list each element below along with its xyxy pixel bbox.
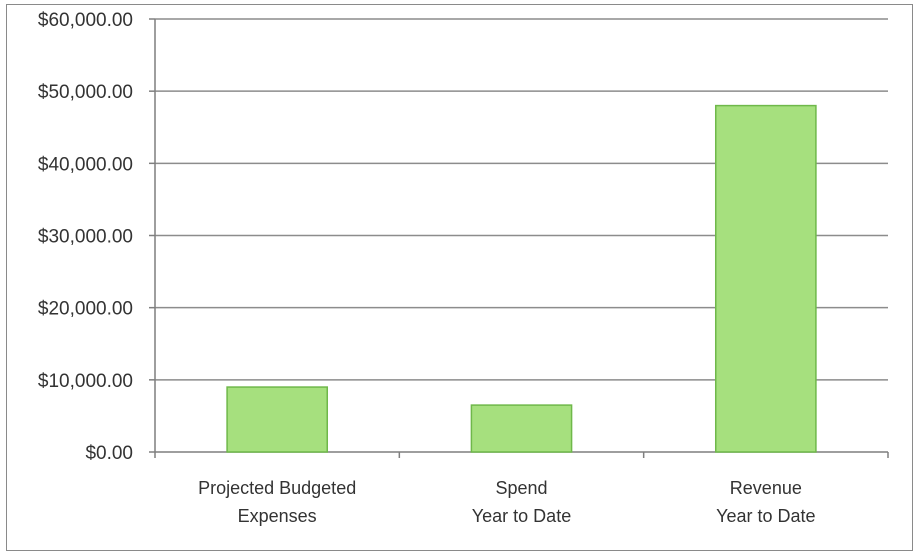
y-tick-label: $10,000.00	[38, 371, 133, 392]
y-tick-label: $0.00	[85, 443, 133, 464]
x-category-label: Year to Date	[472, 506, 571, 526]
y-tick-label: $40,000.00	[38, 154, 133, 175]
y-tick-label: $50,000.00	[38, 82, 133, 103]
x-category-label: Revenue	[730, 478, 802, 498]
bar	[470, 404, 573, 453]
y-tick-label: $60,000.00	[38, 10, 133, 31]
x-category-label: Expenses	[238, 506, 317, 526]
x-category-label: Year to Date	[716, 506, 815, 526]
bars	[226, 104, 817, 453]
y-tick-labels: $0.00 $10,000.00 $20,000.00 $30,000.00 $40,0…	[38, 10, 133, 464]
y-tick-label: $20,000.00	[38, 299, 133, 320]
bar	[226, 386, 329, 453]
x-category-label: Projected Budgeted	[198, 478, 356, 498]
y-tick-label: $30,000.00	[38, 227, 133, 248]
x-tick-labels: Projected Budgeted Expenses Spend Year to D…	[198, 478, 815, 526]
x-category-label: Spend	[495, 478, 547, 498]
bar	[714, 104, 817, 453]
